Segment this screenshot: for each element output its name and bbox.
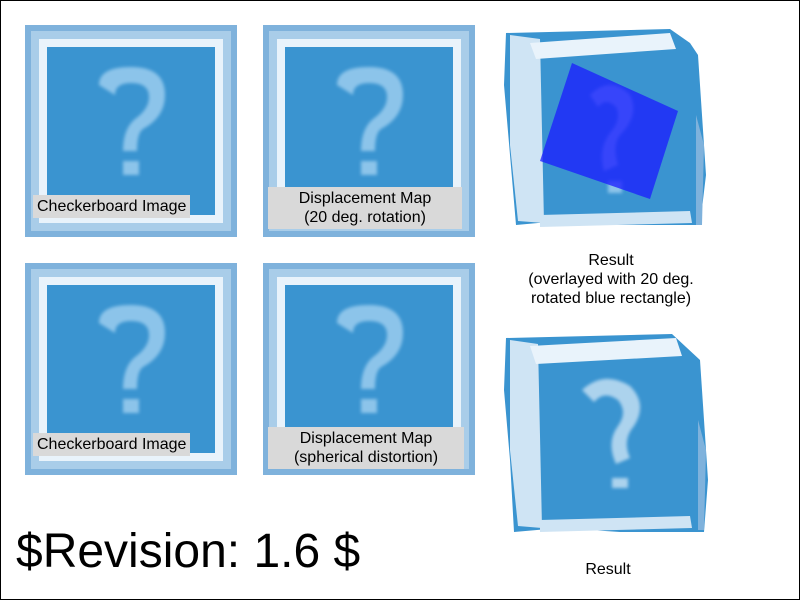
result-label-1-line2: (overlayed with 20 deg. xyxy=(528,271,694,288)
result-panel-1 xyxy=(500,25,712,237)
displacement-caption-1-line2: (20 deg. rotation) xyxy=(304,209,426,226)
result-label-1: Result (overlayed with 20 deg. rotated b… xyxy=(496,251,726,308)
displacement-caption-1-line1: Displacement Map xyxy=(298,190,432,207)
displacement-caption-2-line2: (spherical distortion) xyxy=(293,449,439,466)
result-label-2: Result xyxy=(585,561,631,578)
displacement-caption-1: Displacement Map (20 deg. rotation) xyxy=(268,187,462,229)
checkerboard-caption-2: Checkerboard Image xyxy=(33,433,191,456)
displacement-map-panel-2: Displacement Map (spherical distortion) xyxy=(263,263,475,475)
result-panel-2 xyxy=(500,330,712,542)
displacement-caption-2: Displacement Map (spherical distortion) xyxy=(268,427,464,469)
rotated-blue-rectangle xyxy=(540,63,678,199)
checkerboard-image-panel-2: Checkerboard Image xyxy=(25,263,237,475)
revision-text: $Revision: 1.6 $ xyxy=(16,525,361,578)
warped-result-image-2 xyxy=(500,330,712,542)
displacement-caption-2-line1: Displacement Map xyxy=(299,430,433,447)
displacement-map-panel-1: Displacement Map (20 deg. rotation) xyxy=(263,25,475,237)
warped-result-image-1 xyxy=(500,25,712,237)
checkerboard-caption-1: Checkerboard Image xyxy=(33,195,191,218)
checkerboard-image-panel-1: Checkerboard Image xyxy=(25,25,237,237)
result-label-1-line1: Result xyxy=(588,252,634,269)
result-label-1-line3: rotated blue rectangle) xyxy=(530,290,692,307)
